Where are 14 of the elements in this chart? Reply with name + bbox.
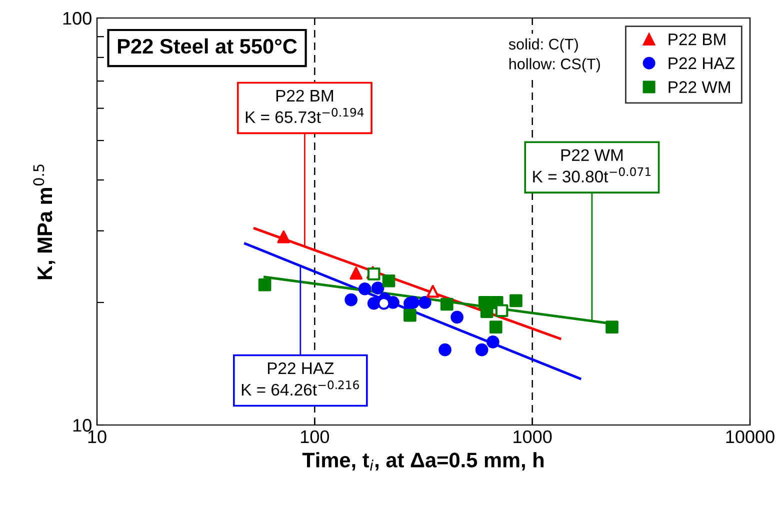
annotation: P22 WM K = 30.80t$^{−0.071}$: [533, 149, 650, 182]
annotation: P22 HAZ K = 64.26t$^{−0.216}$: [242, 362, 359, 396]
x-tick-label: 10000: [726, 430, 774, 444]
legend-label: P22 BM: [668, 33, 726, 46]
y-axis-title: K, MPa m$^{0.5}$: [33, 164, 56, 280]
annotation: P22 BM K = 65.73t$^{−0.194}$: [246, 90, 364, 124]
legend-label: P22 HAZ: [668, 57, 734, 69]
x-tick-label: 10: [88, 430, 106, 444]
x-tick-label: 1000: [514, 430, 552, 444]
x-axis-title: Time, t$_{i}$, at Δa=0.5 mm, h: [302, 452, 544, 471]
legend-label: P22 WM: [668, 81, 730, 93]
text: P22 Steel at 550°C: [118, 38, 297, 54]
x-tick-label: 100: [300, 430, 330, 444]
annotation: solid: C(T) hollow: CS(T): [508, 38, 600, 72]
